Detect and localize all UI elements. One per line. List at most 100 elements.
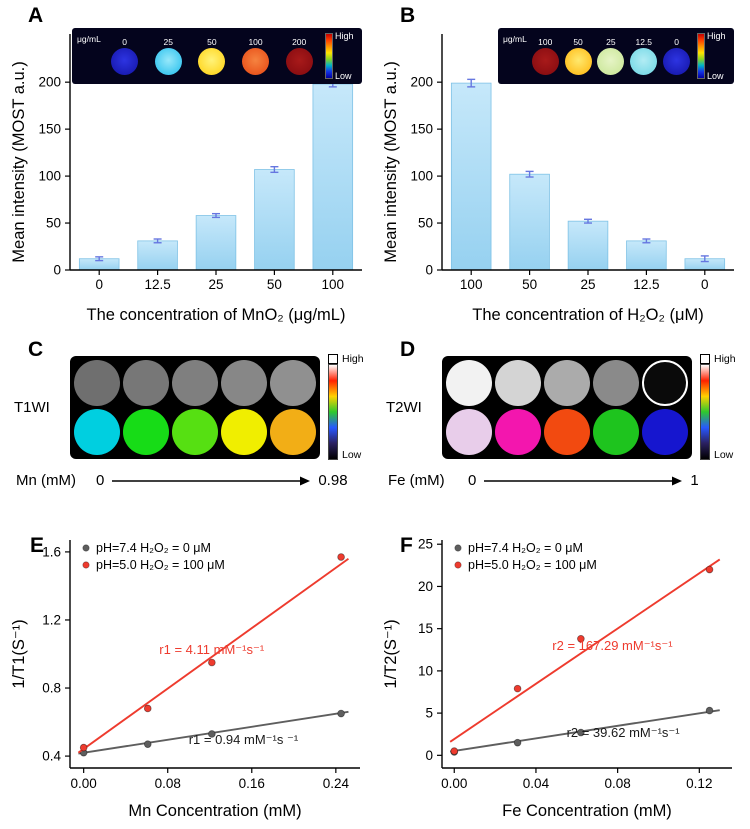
axis-max-value: 1 (690, 472, 699, 489)
panel-b-letter: B (400, 4, 416, 27)
inset-sample-circle (111, 48, 139, 75)
panel-e: E 0.00 0.08 0.16 0.24 0.4 0.8 1.2 1.6 pH=7.4 H₂O… (6, 528, 372, 828)
chart-text: 0.4 (42, 749, 61, 764)
panel-f: F 0.00 0.04 0.08 0.12 0 5 10 15 20 25 pH=7.4 H₂O₂ … (378, 528, 744, 828)
phantom-circle (74, 408, 120, 455)
chart-text: 0 (701, 277, 709, 292)
inset-sample: 25 (146, 37, 190, 75)
inset-sample-circle (663, 48, 691, 75)
inset-sample: 50 (562, 37, 595, 75)
phantom-circle (446, 359, 492, 406)
axis-label: Mn (mM) (16, 472, 76, 489)
chart-text: 0.00 (71, 776, 97, 791)
bar (626, 240, 667, 271)
data-point (208, 658, 216, 667)
inset-sample: 200 (277, 37, 321, 75)
chart-text: The concentration of MnO₂ (μg/mL) (87, 306, 346, 324)
chart-text: 100 (410, 169, 433, 184)
chart-text: 1.6 (42, 544, 61, 559)
fluorescence-inset-a: μg/mL 0 25 50 100 200 High Low (72, 28, 362, 84)
phantom-circle (642, 359, 688, 406)
mn-concentration-axis: Mn (mM) 0 0.98 (16, 472, 368, 489)
chart-text: 200 (38, 75, 61, 90)
chart-text: 0 (425, 263, 433, 278)
arrow-head (300, 476, 311, 485)
axis-max-value: 0.98 (318, 472, 348, 489)
phantom-circle (593, 408, 639, 455)
chart-text: pH=7.4 H₂O₂ = 0 μM (96, 541, 211, 555)
chart-text: 25 (580, 277, 595, 292)
axis-label: Fe (mM) (388, 472, 445, 489)
data-point (143, 740, 152, 748)
axis-arrow-icon (484, 476, 683, 485)
chart-text: 20 (418, 579, 433, 594)
chart-text: 25 (418, 537, 433, 552)
inset-sample-label: 50 (207, 37, 217, 47)
phantom-circle (495, 408, 541, 455)
chart-text: 0.08 (604, 776, 630, 791)
chart-text: 150 (410, 122, 433, 137)
inset-sample-circle (285, 48, 313, 75)
chart-text: 50 (418, 216, 433, 231)
chart-text: 0.08 (155, 776, 181, 791)
phantom-circle (221, 408, 267, 455)
bar-chart-mno2: 0 12.5 25 50 100 0 50 100 150 200 The concentratio… (10, 34, 362, 324)
phantom-row (446, 359, 688, 406)
inset-sample-circle (564, 48, 592, 75)
inset-colorbar-gradient (697, 33, 706, 79)
inset-low-label: Low (707, 71, 724, 81)
chart-text: r2 = 39.62 mM⁻¹s⁻¹ (567, 725, 681, 740)
axis-min-value: 0 (96, 472, 105, 489)
colorbar-marker-icon (328, 354, 338, 364)
chart-text: 50 (267, 277, 282, 292)
chart-text: 0.04 (523, 776, 550, 791)
chart-text: 50 (522, 277, 537, 292)
chart-text: pH=5.0 H₂O₂ = 100 μM (96, 558, 225, 572)
data-point (705, 565, 714, 574)
chart-text: 5 (425, 706, 433, 721)
inset-low-label: Low (335, 71, 352, 81)
chart-text: 0.00 (441, 776, 467, 791)
colorbar-gradient (328, 364, 338, 460)
inset-sample: 25 (594, 37, 627, 75)
t1-image-row: T1WI High Low (14, 353, 364, 461)
data-point (143, 704, 152, 713)
colorbar-high-label: High (714, 353, 736, 365)
bar (450, 82, 492, 271)
fit-line (449, 558, 721, 743)
phantom-row (74, 408, 316, 455)
data-point (577, 635, 585, 643)
phantom-row (74, 359, 316, 406)
t1-colorbar: High Low (328, 353, 364, 461)
fit-line (77, 557, 349, 754)
legend-marker (82, 544, 90, 552)
phantom-circle (172, 359, 218, 406)
chart-text: 50 (46, 216, 61, 231)
data-point (513, 738, 522, 747)
colorbar-marker-icon (700, 354, 710, 364)
chart-text: The concentration of H₂O₂ (μM) (472, 306, 703, 324)
chart-text: 0.8 (42, 681, 61, 696)
data-point (513, 684, 522, 693)
chart-text: Fe Concentration (mM) (502, 802, 672, 820)
data-point (208, 730, 216, 738)
bar (137, 240, 178, 271)
chart-text: 1/T2(S⁻¹) (382, 619, 400, 688)
inset-sample-circle (597, 48, 625, 75)
chart-text: 1/T1(S⁻¹) (10, 619, 28, 688)
inset-sample: 100 (234, 37, 278, 75)
t2-colorbar: High Low (700, 353, 736, 461)
fit-line (450, 709, 720, 753)
phantom-circle (74, 359, 120, 406)
inset-colorbar-gradient (325, 33, 333, 79)
phantom-circle (495, 359, 541, 406)
scatter-chart-t1-relaxivity: 0.00 0.08 0.16 0.24 0.4 0.8 1.2 1.6 pH=7.4 H₂O₂ … (10, 540, 360, 820)
legend-marker (454, 544, 462, 552)
inset-sample: 12.5 (627, 37, 660, 75)
inset-sample-label: 100 (248, 37, 263, 47)
chart-text: pH=7.4 H₂O₂ = 0 μM (468, 541, 583, 555)
chart-text: r1 = 0.94 mM⁻¹s ⁻¹ (189, 732, 299, 747)
axis-arrow-icon (112, 476, 311, 485)
inset-sample-label: 0 (122, 37, 127, 47)
chart-text: 0 (53, 263, 61, 278)
